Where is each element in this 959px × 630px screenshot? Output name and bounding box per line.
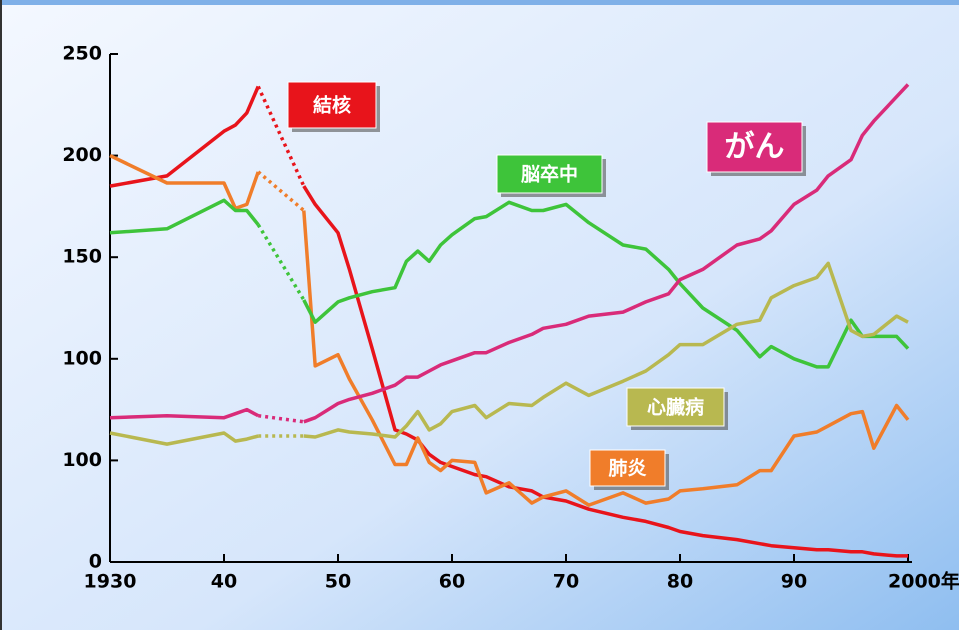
label-text: がん bbox=[725, 130, 785, 165]
x-tick-label: 70 bbox=[553, 571, 579, 593]
series-label: 心臓病 bbox=[626, 387, 728, 430]
x-tick-label: 80 bbox=[667, 571, 693, 593]
series-line bbox=[109, 154, 910, 507]
x-tick-label: 90 bbox=[781, 571, 807, 593]
y-tick-label: 100 bbox=[62, 449, 102, 471]
label-text: 結核 bbox=[313, 94, 351, 117]
y-tick-label: 250 bbox=[62, 43, 102, 65]
label-text: 脳卒中 bbox=[520, 163, 578, 186]
label-text: 肺炎 bbox=[608, 458, 646, 480]
series-line bbox=[109, 198, 910, 369]
y-tick-label: 200 bbox=[62, 144, 102, 166]
gap-connector bbox=[257, 170, 305, 212]
gap-connector bbox=[256, 223, 306, 301]
series-label: 脳卒中 bbox=[496, 154, 606, 197]
series-label: 肺炎 bbox=[589, 449, 669, 490]
gap-connector bbox=[256, 85, 306, 187]
x-tick-label: 1930 bbox=[84, 571, 137, 593]
label-text: 心臓病 bbox=[647, 396, 704, 419]
y-tick-label: 0 bbox=[89, 551, 102, 573]
series-label: がん bbox=[706, 121, 806, 176]
label-box bbox=[706, 121, 803, 173]
label-box bbox=[496, 154, 603, 194]
gap-connector bbox=[257, 413, 305, 424]
x-tick-label: 50 bbox=[325, 571, 351, 593]
series-line bbox=[109, 261, 909, 446]
y-tick-label: 100 bbox=[62, 347, 102, 369]
label-box bbox=[287, 81, 377, 129]
series-line bbox=[109, 83, 910, 424]
top-band bbox=[0, 0, 959, 5]
x-tick-label: 40 bbox=[211, 571, 237, 593]
label-box bbox=[626, 387, 725, 427]
series-label: 結核 bbox=[287, 81, 380, 132]
label-box bbox=[589, 449, 666, 487]
x-tick-label: 2000年 bbox=[888, 570, 959, 593]
y-tick-label: 150 bbox=[62, 246, 102, 268]
x-tick-label: 60 bbox=[439, 571, 465, 593]
